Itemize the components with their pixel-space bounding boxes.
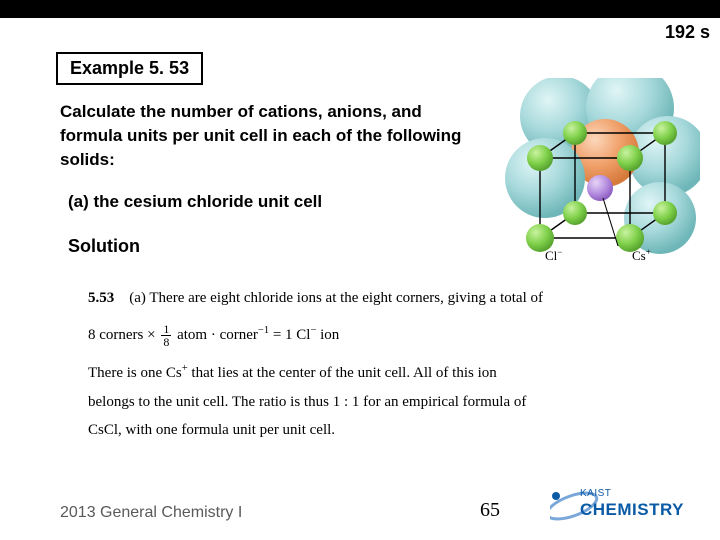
- eqn-exp: −1: [258, 325, 269, 336]
- eqn-mid: atom · corner: [177, 327, 258, 343]
- cs-plus-sup: +: [182, 363, 188, 374]
- solution-line4: CsCl, with one formula unit per unit cel…: [88, 416, 648, 445]
- solution-line1: (a) There are eight chloride ions at the…: [129, 290, 543, 306]
- eqn-right: = 1 Cl: [273, 327, 311, 343]
- solution-number: 5.53: [88, 290, 114, 306]
- solution-line2b: that lies at the center of the unit cell…: [191, 365, 496, 381]
- solution-body: 5.53 (a) There are eight chloride ions a…: [88, 284, 648, 445]
- logo-chem-text: CHEMISTRY: [580, 500, 684, 520]
- logo-kaist-text: KAIST: [580, 488, 611, 499]
- cl-minus-sup: −: [310, 325, 316, 336]
- frac-den: 8: [161, 336, 171, 348]
- unit-cell-svg: Cl− Cs+: [500, 78, 700, 268]
- top-black-bar: [0, 0, 720, 18]
- cs-ion-label: Cs+: [632, 247, 651, 263]
- example-label-box: Example 5. 53: [56, 52, 203, 85]
- timer-text: 192 s: [665, 22, 710, 43]
- part-a-label: (a) the cesium chloride unit cell: [68, 192, 322, 212]
- example-label: Example 5. 53: [70, 58, 189, 78]
- problem-prompt: Calculate the number of cations, anions,…: [60, 100, 470, 171]
- solution-line2a: There is one Cs: [88, 365, 182, 381]
- solution-equation: 8 corners × 1 8 atom · corner−1 = 1 Cl− …: [88, 321, 648, 350]
- frac-num: 1: [161, 323, 171, 336]
- solution-line3: belongs to the unit cell. The ratio is t…: [88, 388, 648, 417]
- cscl-unit-cell-diagram: Cl− Cs+: [500, 78, 700, 268]
- kaist-chemistry-logo: KAIST CHEMISTRY: [550, 488, 700, 528]
- eqn-left: 8 corners ×: [88, 327, 156, 343]
- footer-course: 2013 General Chemistry I: [60, 504, 242, 522]
- solution-heading: Solution: [68, 236, 140, 257]
- cl-ion-label: Cl−: [545, 247, 562, 263]
- fraction-one-eighth: 1 8: [161, 323, 171, 348]
- page-number: 65: [480, 499, 500, 522]
- eqn-tail: ion: [320, 327, 339, 343]
